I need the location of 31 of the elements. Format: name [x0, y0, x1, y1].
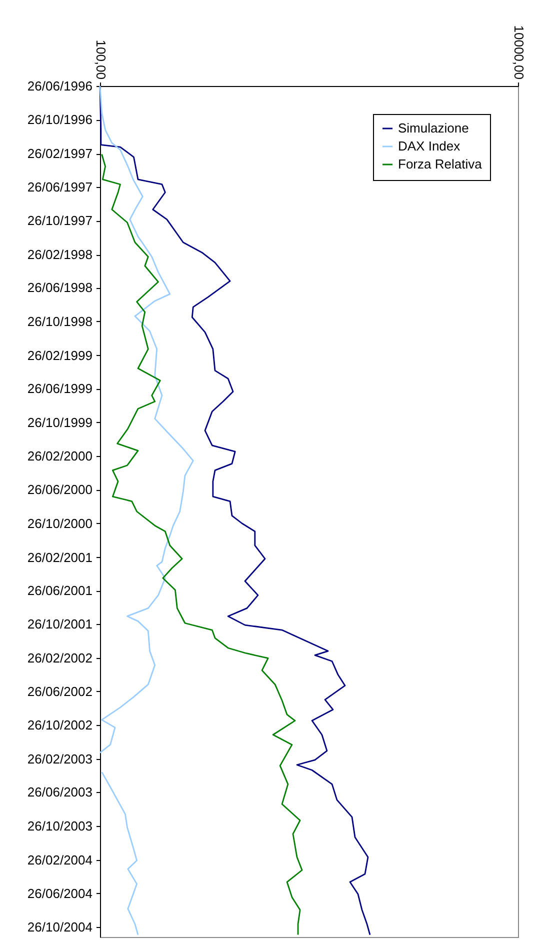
- x-tick-label: 10000,00: [512, 25, 526, 80]
- legend-label: DAX Index: [398, 138, 461, 154]
- y-tick-label: 26/06/1998: [27, 280, 92, 296]
- y-tick-label: 26/02/2001: [27, 550, 92, 565]
- y-tick-label: 26/10/1999: [27, 414, 92, 430]
- y-tick-label: 26/10/1996: [27, 112, 92, 128]
- x-tick-label: 100,00: [94, 40, 108, 80]
- y-tick-label: 26/06/2003: [27, 784, 92, 800]
- y-tick-label: 26/02/2003: [27, 752, 92, 767]
- y-tick-label: 26/02/1997: [27, 146, 92, 162]
- y-tick-label: 26/06/1997: [27, 179, 92, 194]
- y-tick-label: 26/10/2001: [27, 616, 92, 632]
- y-tick-label: 26/06/2000: [27, 482, 92, 498]
- y-tick-label: 26/06/2002: [27, 684, 92, 699]
- y-tick-label: 26/10/1998: [27, 314, 92, 329]
- y-tick-label: 26/10/1997: [27, 213, 92, 228]
- y-tick-label: 26/10/2000: [27, 516, 92, 531]
- y-tick-label: 26/06/2001: [27, 583, 92, 598]
- legend-label: Simulazione: [398, 120, 469, 136]
- y-tick-label: 26/02/1998: [27, 247, 92, 262]
- y-tick-label: 26/02/1999: [27, 348, 92, 363]
- y-tick-label: 26/06/1996: [27, 78, 92, 94]
- y-tick-label: 26/06/2004: [27, 886, 92, 901]
- y-tick-label: 26/10/2002: [27, 718, 92, 733]
- y-tick-label: 26/02/2002: [27, 650, 92, 666]
- y-tick-label: 26/06/1999: [27, 381, 92, 396]
- y-tick-label: 26/10/2003: [27, 818, 92, 834]
- legend-label: Forza Relativa: [398, 156, 483, 172]
- y-tick-label: 26/02/2000: [27, 448, 92, 464]
- y-tick-label: 26/10/2004: [27, 920, 92, 935]
- y-tick-label: 26/02/2004: [27, 852, 92, 868]
